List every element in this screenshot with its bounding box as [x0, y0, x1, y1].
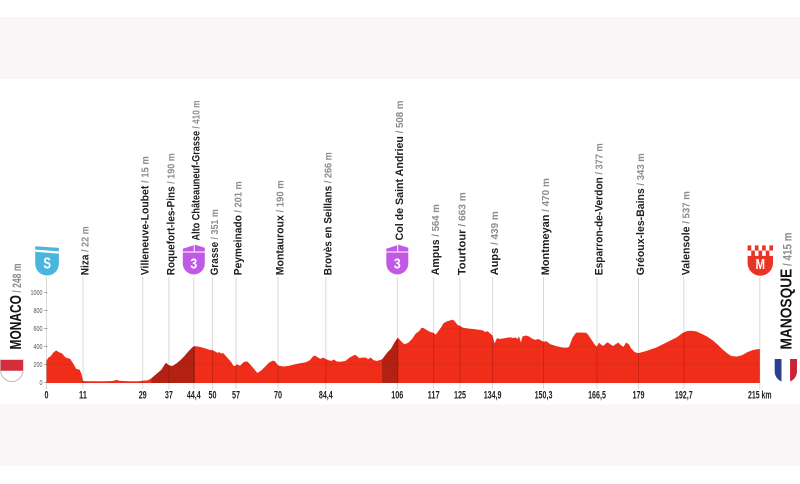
svg-text:Peymeinado / 201 m: Peymeinado / 201 m — [233, 181, 245, 275]
svg-text:MONACO / 248 m: MONACO / 248 m — [8, 264, 25, 350]
svg-text:192,7: 192,7 — [675, 389, 693, 401]
svg-text:800: 800 — [34, 308, 43, 315]
svg-text:Ampus / 564 m: Ampus / 564 m — [430, 204, 442, 275]
svg-text:Valensole / 537 m: Valensole / 537 m — [680, 191, 692, 275]
svg-text:3: 3 — [394, 256, 401, 273]
svg-text:37: 37 — [165, 389, 173, 401]
svg-text:Brovès en Seillans / 266 m: Brovès en Seillans / 266 m — [322, 152, 334, 275]
svg-text:Gréoux-les-Bains / 343 m: Gréoux-les-Bains / 343 m — [635, 153, 647, 275]
svg-text:Niza / 22 m: Niza / 22 m — [80, 226, 92, 275]
svg-text:0: 0 — [40, 380, 43, 387]
svg-text:Grasse / 351 m: Grasse / 351 m — [209, 209, 221, 275]
svg-text:400: 400 — [34, 344, 43, 351]
svg-text:70: 70 — [274, 389, 282, 401]
svg-text:M: M — [756, 257, 766, 273]
svg-text:MANOSQUE / 415 m: MANOSQUE / 415 m — [779, 233, 796, 350]
svg-text:11: 11 — [79, 389, 87, 401]
svg-text:Esparron-de-Verdon / 377 m: Esparron-de-Verdon / 377 m — [594, 143, 606, 275]
svg-text:166,5: 166,5 — [588, 389, 606, 401]
svg-text:600: 600 — [34, 326, 43, 333]
svg-text:200: 200 — [34, 362, 43, 369]
svg-text:215 km: 215 km — [748, 389, 772, 401]
svg-text:84,4: 84,4 — [319, 389, 333, 401]
svg-text:117: 117 — [428, 389, 440, 401]
svg-text:Villeneuve-Loubet / 15 m: Villeneuve-Loubet / 15 m — [139, 156, 151, 275]
svg-text:Tourtour / 663 m: Tourtour / 663 m — [457, 192, 469, 275]
svg-text:125: 125 — [454, 389, 466, 401]
svg-text:Aups / 439 m: Aups / 439 m — [489, 211, 501, 275]
svg-text:57: 57 — [232, 389, 240, 401]
svg-text:S: S — [43, 255, 51, 272]
svg-text:44,4: 44,4 — [187, 389, 201, 401]
svg-text:134,9: 134,9 — [484, 389, 502, 401]
svg-text:Roquefort-les-Pins / 190 m: Roquefort-les-Pins / 190 m — [166, 153, 178, 275]
svg-text:1000: 1000 — [31, 290, 43, 297]
svg-text:179: 179 — [633, 389, 645, 401]
svg-text:50: 50 — [209, 389, 217, 401]
svg-text:Alto Châteauneuf-Grasse / 410: Alto Châteauneuf-Grasse / 410 m — [190, 100, 202, 240]
svg-text:29: 29 — [139, 389, 147, 401]
svg-text:106: 106 — [391, 389, 403, 401]
svg-text:Montmeyan / 470 m: Montmeyan / 470 m — [540, 178, 552, 275]
svg-text:Montauroux / 190 m: Montauroux / 190 m — [275, 180, 287, 275]
svg-text:3: 3 — [190, 256, 197, 273]
svg-text:0: 0 — [45, 389, 49, 401]
svg-text:150,3: 150,3 — [535, 389, 553, 401]
svg-text:Col de Saint Andrieu / 508 m: Col de Saint Andrieu / 508 m — [394, 100, 406, 240]
